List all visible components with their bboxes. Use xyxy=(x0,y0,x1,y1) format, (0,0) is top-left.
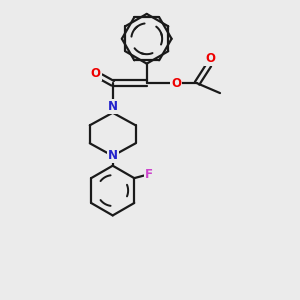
Text: O: O xyxy=(91,67,101,80)
Text: O: O xyxy=(171,77,181,90)
Text: N: N xyxy=(108,149,118,162)
Text: O: O xyxy=(205,52,215,65)
Text: N: N xyxy=(108,100,118,113)
Text: F: F xyxy=(145,168,153,181)
